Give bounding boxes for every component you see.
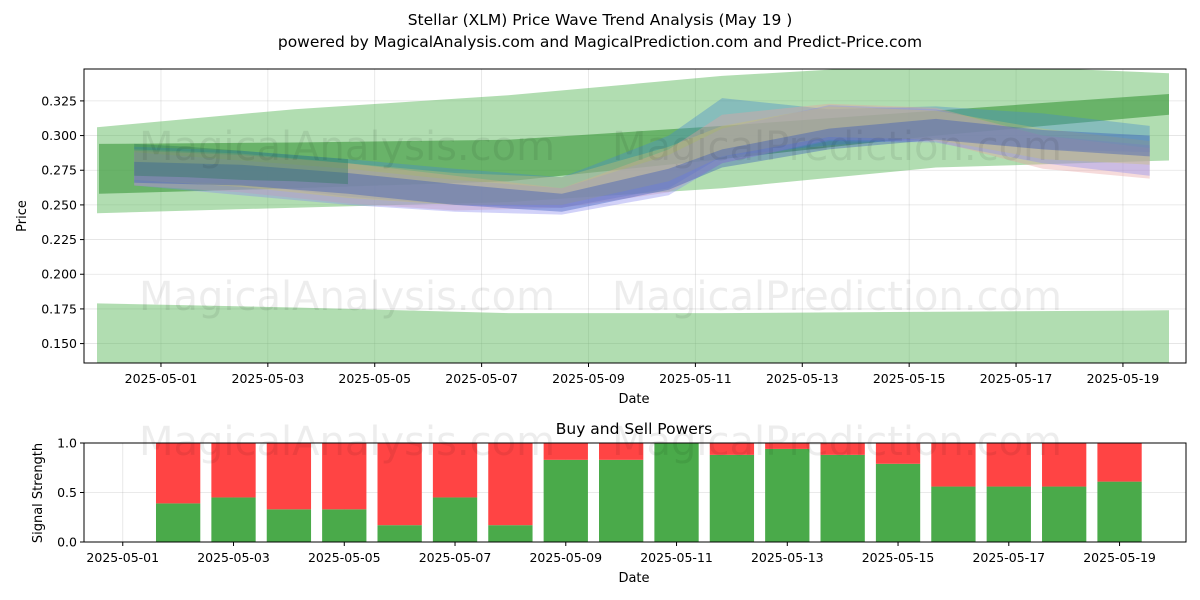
price-ytick-label: 0.150	[41, 336, 77, 351]
buy-bar	[377, 525, 422, 542]
price-xtick-label: 2025-05-05	[338, 371, 411, 386]
signal-bars	[155, 443, 1142, 542]
buy-bar	[986, 486, 1031, 542]
sell-bar	[155, 443, 201, 504]
price-band-wave-5	[134, 105, 1150, 215]
buy-bar	[322, 509, 367, 542]
buy-bar	[820, 454, 865, 542]
signal-ylabel: Signal Strength	[31, 443, 46, 543]
signal-chart-title: Buy and Sell Powers	[556, 420, 713, 438]
price-ytick-label: 0.175	[41, 301, 77, 316]
price-xtick-label: 2025-05-01	[125, 371, 198, 386]
watermark-text: MagicalPrediction.com	[612, 419, 1062, 465]
price-ytick-label: 0.300	[41, 128, 77, 143]
buy-bar	[543, 459, 588, 542]
signal-xtick-label: 2025-05-11	[640, 550, 713, 565]
price-ytick-label: 0.325	[41, 93, 77, 108]
signal-xtick-label: 2025-05-19	[1083, 550, 1156, 565]
price-ytick-label: 0.200	[41, 267, 77, 282]
signal-xtick-label: 2025-05-13	[751, 550, 824, 565]
price-xtick-label: 2025-05-17	[980, 371, 1053, 386]
sell-bar	[931, 443, 976, 487]
watermark-text: MagicalAnalysis.com	[139, 124, 555, 170]
buy-bar	[875, 463, 921, 542]
price-band-wave-4	[134, 103, 1150, 211]
price-ytick-label: 0.275	[41, 163, 77, 178]
sell-bar	[266, 443, 312, 510]
signal-xtick-label: 2025-05-07	[419, 550, 492, 565]
buy-bar	[155, 503, 201, 542]
price-xtick-label: 2025-05-07	[445, 371, 518, 386]
price-band-wave-3	[134, 98, 1150, 208]
sell-bar	[211, 443, 256, 498]
signal-xtick-label: 2025-05-17	[972, 550, 1045, 565]
watermark-text: MagicalPrediction.com	[612, 274, 1062, 320]
price-xtick-label: 2025-05-15	[873, 371, 946, 386]
signal-xlabel: Date	[618, 571, 649, 586]
buy-bar	[765, 448, 810, 542]
signal-xtick-label: 2025-05-01	[86, 550, 159, 565]
signal-xtick-label: 2025-05-03	[197, 550, 270, 565]
signal-xtick-label: 2025-05-15	[862, 550, 935, 565]
price-band-green_trend-2	[99, 94, 1169, 194]
price-xtick-label: 2025-05-13	[766, 371, 839, 386]
sell-bar	[377, 443, 422, 526]
watermark-text: MagicalAnalysis.com	[139, 274, 555, 320]
buy-bar	[1042, 486, 1087, 542]
sell-bar	[765, 443, 810, 449]
signal-xtick-label: 2025-05-09	[529, 550, 602, 565]
buy-bar	[654, 443, 699, 542]
price-band-wave-7	[134, 118, 1150, 212]
buy-bar	[488, 525, 533, 542]
buy-bar	[432, 497, 478, 542]
watermark-text: MagicalPrediction.com	[612, 124, 1062, 170]
buy-bar	[599, 459, 644, 542]
buy-bar	[211, 497, 256, 542]
buy-bar	[709, 454, 755, 542]
sell-bar	[709, 443, 755, 455]
signal-ytick-label: 0.0	[57, 535, 77, 550]
buy-bar	[931, 486, 976, 542]
price-xtick-label: 2025-05-11	[659, 371, 732, 386]
sell-bar	[488, 443, 533, 526]
buy-bar	[1097, 481, 1142, 542]
chart-subtitle: powered by MagicalAnalysis.com and Magic…	[278, 33, 922, 51]
sell-bar	[322, 443, 367, 510]
sell-bar	[432, 443, 478, 498]
sell-bar	[599, 443, 644, 460]
price-band-wave-6	[134, 106, 1150, 205]
price-xtick-label: 2025-05-09	[552, 371, 625, 386]
price-ylabel: Price	[15, 200, 30, 232]
price-ytick-label: 0.225	[41, 232, 77, 247]
price-band-wide_green_lower-1	[97, 303, 1169, 363]
sell-bar	[986, 443, 1031, 487]
price-xtick-label: 2025-05-03	[232, 371, 305, 386]
watermark-text: MagicalAnalysis.com	[139, 419, 555, 465]
price-xtick-label: 2025-05-19	[1087, 371, 1160, 386]
sell-bar	[820, 443, 865, 455]
signal-xtick-label: 2025-05-05	[308, 550, 381, 565]
signal-ytick-label: 1.0	[57, 436, 77, 451]
chart-title: Stellar (XLM) Price Wave Trend Analysis …	[408, 11, 793, 29]
buy-bar	[266, 509, 312, 542]
price-ytick-label: 0.250	[41, 197, 77, 212]
price-bands	[97, 69, 1169, 363]
price-axes-frame	[83, 68, 1187, 364]
sell-bar	[1042, 443, 1087, 487]
sell-bar	[1097, 443, 1142, 482]
sell-bar	[543, 443, 588, 460]
price-xlabel: Date	[618, 392, 649, 407]
price-band-wave-8	[134, 143, 348, 185]
signal-ytick-label: 0.5	[57, 485, 77, 500]
sell-bar	[875, 443, 921, 464]
